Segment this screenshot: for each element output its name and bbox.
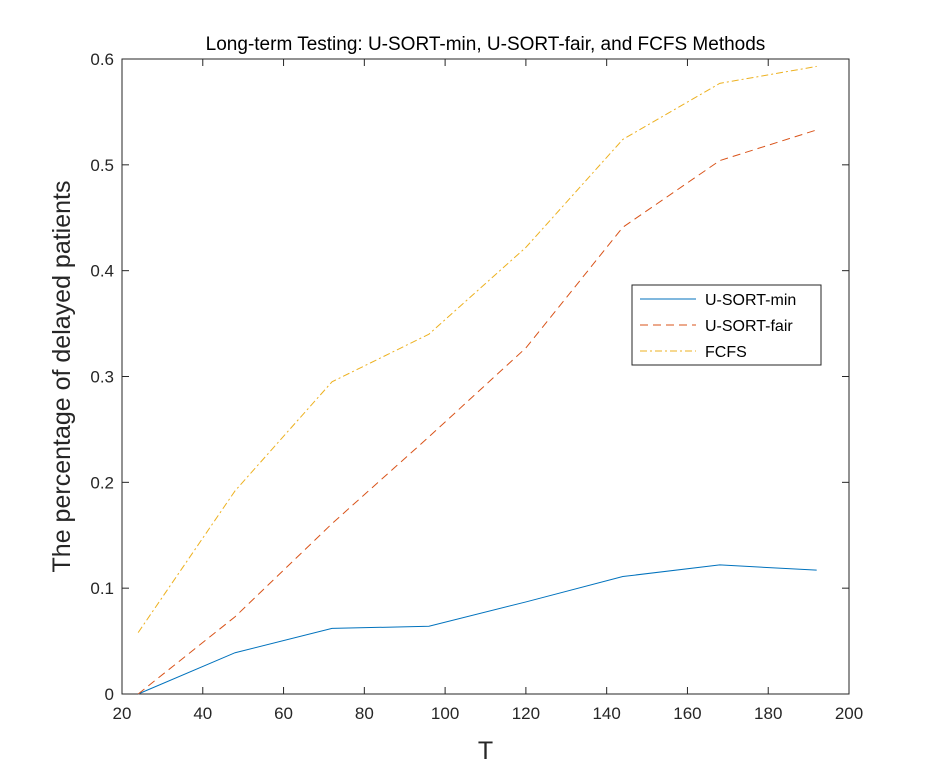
x-tick-label: 80 [355, 704, 374, 723]
y-tick-label: 0.6 [90, 50, 114, 69]
x-tick-label: 160 [673, 704, 701, 723]
series-line-u-sort-fair [137, 129, 817, 695]
series-line-fcfs [137, 65, 817, 633]
x-tick-label: 120 [512, 704, 540, 723]
y-tick-label: 0 [105, 685, 114, 704]
y-tick-label: 0.2 [90, 473, 114, 492]
x-tick-label: 60 [274, 704, 293, 723]
x-tick-label: 140 [592, 704, 620, 723]
legend: U-SORT-min U-SORT-fair FCFS [631, 284, 822, 366]
ticks-layer: 20 40 60 80 100 120 140 160 180 200 0 0.1 0.2 0.3 0.4 0… [90, 50, 863, 723]
y-tick-label: 0.1 [90, 579, 114, 598]
legend-box [631, 284, 822, 366]
series-line-u-sort-min [137, 564, 817, 695]
x-axis-title: T [478, 737, 493, 765]
x-tick-label: 100 [431, 704, 459, 723]
y-tick-label: 0.4 [90, 262, 114, 281]
x-tick-label: 40 [193, 704, 212, 723]
y-tick-label: 0.5 [90, 156, 114, 175]
x-tick-label: 200 [835, 704, 863, 723]
legend-label-u-sort-min: U-SORT-min [705, 292, 796, 309]
y-tick-label: 0.3 [90, 368, 114, 387]
x-tick-label: 180 [754, 704, 782, 723]
plot-area [121, 58, 850, 695]
y-axis-title: The percentage of delayed patients [48, 181, 76, 573]
series-layer [137, 65, 817, 695]
legend-label-u-sort-fair: U-SORT-fair [705, 318, 793, 335]
legend-label-fcfs: FCFS [705, 344, 747, 361]
x-tick-label: 20 [113, 704, 132, 723]
chart-title: Long-term Testing: U-SORT-min, U-SORT-fa… [206, 34, 766, 55]
plot-frame [121, 58, 850, 695]
